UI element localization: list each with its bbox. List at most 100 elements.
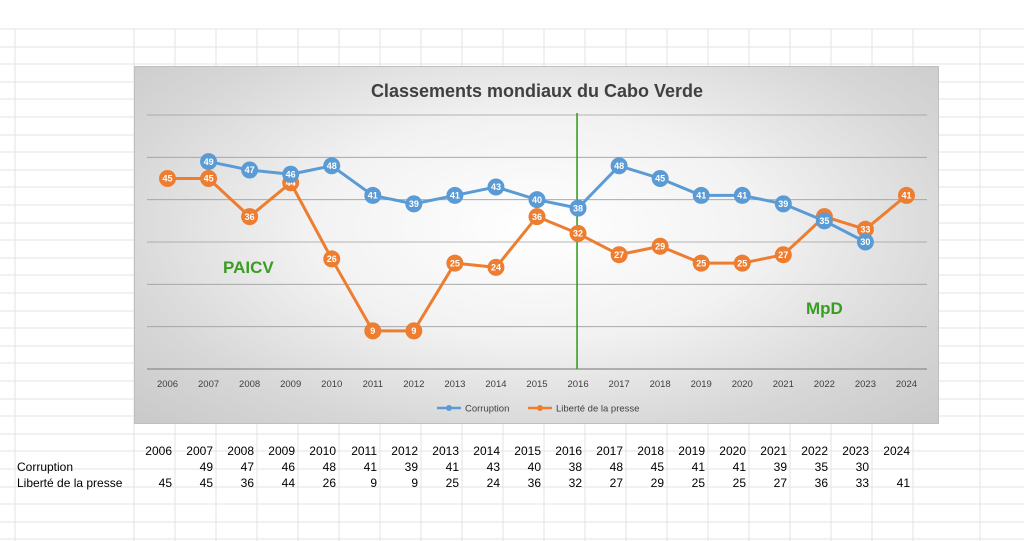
data-point[interactable] [651, 237, 669, 255]
data-point[interactable] [651, 170, 669, 187]
data-point[interactable] [528, 191, 546, 209]
table-cell[interactable]: 2023 [842, 444, 869, 458]
data-point[interactable] [487, 178, 505, 196]
data-point[interactable] [569, 199, 587, 217]
table-cell[interactable]: 39 [404, 460, 418, 474]
table-cell[interactable]: 39 [773, 460, 787, 474]
table-cell[interactable]: 2011 [351, 444, 377, 458]
table-cell[interactable]: 25 [445, 476, 459, 490]
table-cell[interactable]: 45 [199, 476, 213, 490]
table-cell[interactable]: 45 [158, 476, 172, 490]
table-cell[interactable]: 44 [281, 476, 295, 490]
data-point[interactable] [692, 186, 710, 204]
table-cell[interactable]: 48 [609, 460, 623, 474]
table-cell[interactable]: 30 [855, 460, 869, 474]
data-point[interactable] [528, 208, 546, 226]
data-point[interactable] [815, 212, 833, 230]
data-point[interactable] [200, 170, 218, 187]
table-cell[interactable]: 41 [732, 460, 746, 474]
data-point[interactable] [159, 170, 177, 187]
data-point[interactable] [692, 254, 710, 272]
table-cell[interactable]: 2012 [391, 444, 418, 458]
table-cell[interactable]: 41 [445, 460, 459, 474]
table-cell[interactable]: 41 [363, 460, 377, 474]
table-cell[interactable]: 32 [568, 476, 582, 490]
data-point[interactable] [323, 250, 341, 268]
table-cell[interactable]: 2018 [637, 444, 664, 458]
data-point[interactable] [282, 165, 300, 183]
data-point[interactable] [364, 322, 382, 340]
table-cell[interactable]: 24 [486, 476, 500, 490]
table-cell[interactable]: 2006 [145, 444, 172, 458]
table-cell[interactable]: 9 [411, 476, 418, 490]
data-point[interactable] [733, 186, 751, 204]
table-cell[interactable]: 36 [527, 476, 541, 490]
table-cell[interactable] [872, 459, 913, 475]
table-cell[interactable]: 25 [732, 476, 746, 490]
table-cell[interactable]: 25 [691, 476, 705, 490]
data-point[interactable] [241, 208, 259, 226]
data-point[interactable] [405, 322, 423, 340]
table-cell[interactable] [134, 459, 175, 475]
table-cell[interactable]: 27 [773, 476, 787, 490]
x-tick-label: 2022 [814, 379, 835, 390]
table-cell[interactable]: 2008 [227, 444, 254, 458]
data-point[interactable] [446, 186, 464, 204]
data-point[interactable] [364, 186, 382, 204]
table-cell[interactable]: 27 [609, 476, 623, 490]
table-cell[interactable]: 49 [199, 460, 213, 474]
data-point[interactable] [569, 225, 587, 243]
data-point[interactable] [323, 157, 341, 175]
row-header[interactable]: Corruption [17, 460, 74, 474]
table-cell[interactable]: 38 [568, 460, 582, 474]
table-cell[interactable]: 41 [896, 476, 910, 490]
table-cell[interactable]: 2021 [760, 444, 787, 458]
data-point[interactable] [610, 157, 628, 175]
data-point[interactable] [487, 258, 505, 276]
table-cell[interactable]: 2009 [268, 444, 295, 458]
data-point[interactable] [897, 186, 915, 204]
table-cell[interactable]: 2007 [186, 444, 213, 458]
data-point[interactable] [856, 220, 874, 238]
table-cell[interactable]: 36 [814, 476, 828, 490]
data-point[interactable] [610, 246, 628, 264]
data-point[interactable] [733, 254, 751, 272]
table-cell[interactable]: 2017 [596, 444, 623, 458]
table-cell[interactable]: 2024 [883, 444, 910, 458]
table-cell[interactable]: 40 [527, 460, 541, 474]
table-cell[interactable]: 33 [855, 476, 869, 490]
table-cell[interactable]: 47 [240, 460, 254, 474]
row-header[interactable]: Liberté de la presse [17, 476, 123, 490]
data-point[interactable] [856, 233, 874, 251]
table-cell[interactable]: 2016 [555, 444, 582, 458]
table-cell[interactable]: 2014 [473, 444, 500, 458]
table-cell[interactable]: 46 [281, 460, 295, 474]
data-label: 36 [532, 212, 542, 222]
table-cell[interactable]: 45 [650, 460, 664, 474]
table-cell[interactable]: 9 [370, 476, 377, 490]
table-cell[interactable]: 48 [322, 460, 336, 474]
table-cell[interactable]: 26 [322, 476, 336, 490]
table-cell[interactable]: 29 [650, 476, 664, 490]
chart-area[interactable]: Classements mondiaux du Cabo Verde 45 45 3… [134, 66, 939, 424]
data-point[interactable] [241, 161, 259, 179]
table-cell[interactable]: 2010 [309, 444, 336, 458]
data-point[interactable] [446, 254, 464, 272]
table-cell[interactable]: 41 [691, 460, 705, 474]
table-cell[interactable]: 2013 [432, 444, 459, 458]
x-tick-label: 2018 [650, 379, 671, 390]
table-cell[interactable]: 2019 [678, 444, 705, 458]
table-cell[interactable]: 2020 [719, 444, 746, 458]
table-cell[interactable]: 43 [486, 460, 500, 474]
data-point[interactable] [405, 195, 423, 213]
data-point[interactable] [774, 195, 792, 213]
legend-item[interactable]: Corruption [437, 404, 509, 415]
row-header[interactable] [15, 443, 134, 459]
table-cell[interactable]: 2022 [801, 444, 828, 458]
data-point[interactable] [774, 246, 792, 264]
data-point[interactable] [200, 153, 218, 171]
table-cell[interactable]: 36 [240, 476, 254, 490]
table-cell[interactable]: 2015 [514, 444, 541, 458]
table-cell[interactable]: 35 [814, 460, 828, 474]
legend-item[interactable]: Liberté de la presse [528, 404, 639, 415]
